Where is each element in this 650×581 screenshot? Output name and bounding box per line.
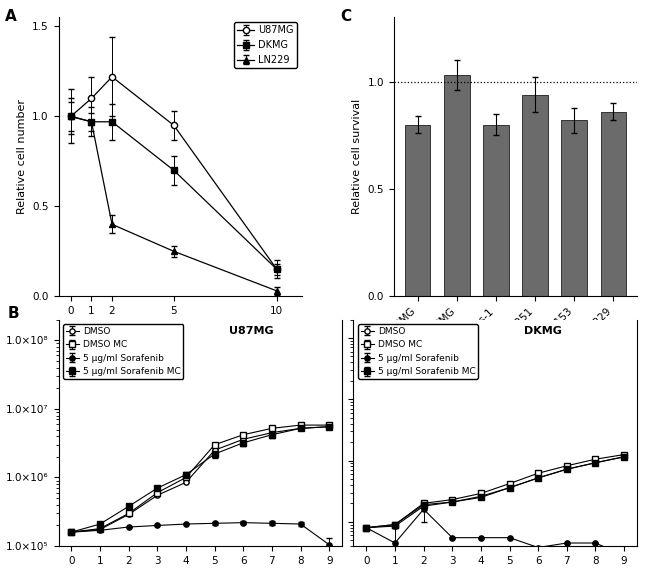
Bar: [483, 125, 508, 296]
X-axis label: Sorafenib (μg/ml): Sorafenib (μg/ml): [131, 322, 229, 332]
Legend: DMSO, DMSO MC, 5 μg/ml Sorafenib, 5 μg/ml Sorafenib MC: DMSO, DMSO MC, 5 μg/ml Sorafenib, 5 μg/m…: [63, 324, 183, 379]
Text: A: A: [5, 9, 17, 24]
Bar: [562, 120, 587, 296]
Bar: [601, 112, 626, 296]
Y-axis label: Relative cell survival: Relative cell survival: [352, 99, 362, 214]
Bar: [444, 76, 469, 296]
Y-axis label: Relative cell number: Relative cell number: [17, 99, 27, 214]
Bar: [405, 125, 430, 296]
Text: DKMG: DKMG: [523, 327, 562, 336]
Legend: DMSO, DMSO MC, 5 μg/ml Sorafenib, 5 μg/ml Sorafenib MC: DMSO, DMSO MC, 5 μg/ml Sorafenib, 5 μg/m…: [358, 324, 478, 379]
Legend: U87MG, DKMG, LN229: U87MG, DKMG, LN229: [234, 22, 296, 68]
Text: U87MG: U87MG: [229, 327, 273, 336]
Text: B: B: [7, 306, 19, 321]
Text: C: C: [341, 9, 352, 24]
Bar: [523, 95, 548, 296]
